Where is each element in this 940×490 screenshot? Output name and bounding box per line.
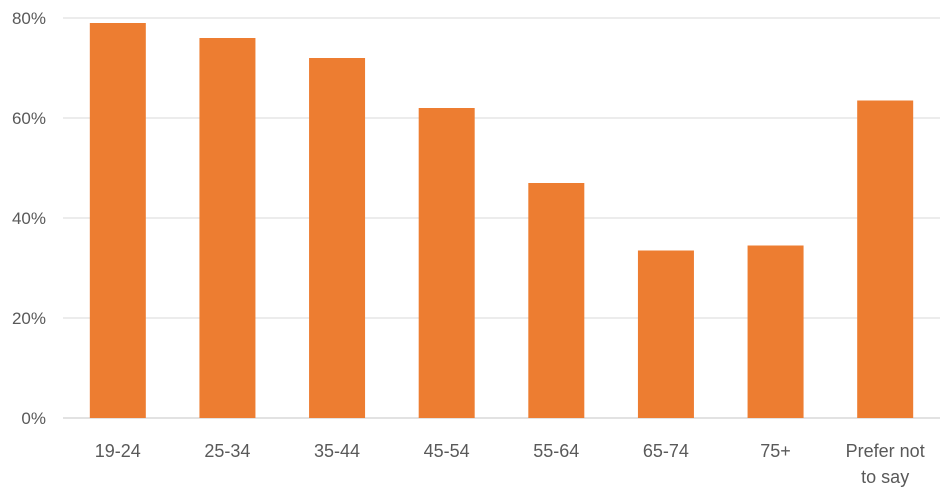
x-category-label-line: 65-74 [643, 441, 689, 461]
y-axis-ticks: 0% 20% 40% 60% 80% [12, 9, 46, 428]
x-category-label: 55-64 [533, 441, 579, 461]
bar [857, 100, 914, 418]
x-category-label-line: 19-24 [95, 441, 141, 461]
x-category-label: 75+ [760, 441, 791, 461]
y-tick-label: 0% [21, 409, 46, 428]
bar [418, 108, 475, 418]
x-category-label-line: to say [861, 467, 909, 487]
bar [309, 58, 366, 418]
x-category-label: 45-54 [424, 441, 470, 461]
x-category-label: 19-24 [95, 441, 141, 461]
x-category-label: 35-44 [314, 441, 360, 461]
x-category-label-line: 45-54 [424, 441, 470, 461]
y-tick-label: 80% [12, 9, 46, 28]
x-category-label-line: Prefer not [846, 441, 925, 461]
x-category-label-line: 25-34 [204, 441, 250, 461]
x-category-label: 25-34 [204, 441, 250, 461]
bar [199, 38, 256, 418]
bar [637, 250, 694, 418]
x-category-label: 65-74 [643, 441, 689, 461]
x-axis-labels: 19-24 25-34 35-44 45-54 55-64 65-74 75+ Prefer … [95, 441, 925, 487]
y-tick-label: 40% [12, 209, 46, 228]
x-category-label-line: 35-44 [314, 441, 360, 461]
y-tick-label: 20% [12, 309, 46, 328]
x-category-label: Prefer not to say [846, 441, 925, 487]
x-category-label-line: 55-64 [533, 441, 579, 461]
bars [89, 23, 914, 418]
bar [747, 245, 804, 418]
bar [528, 183, 585, 418]
bar [89, 23, 146, 418]
gridlines [63, 17, 940, 419]
y-tick-label: 60% [12, 109, 46, 128]
x-category-label-line: 75+ [760, 441, 791, 461]
